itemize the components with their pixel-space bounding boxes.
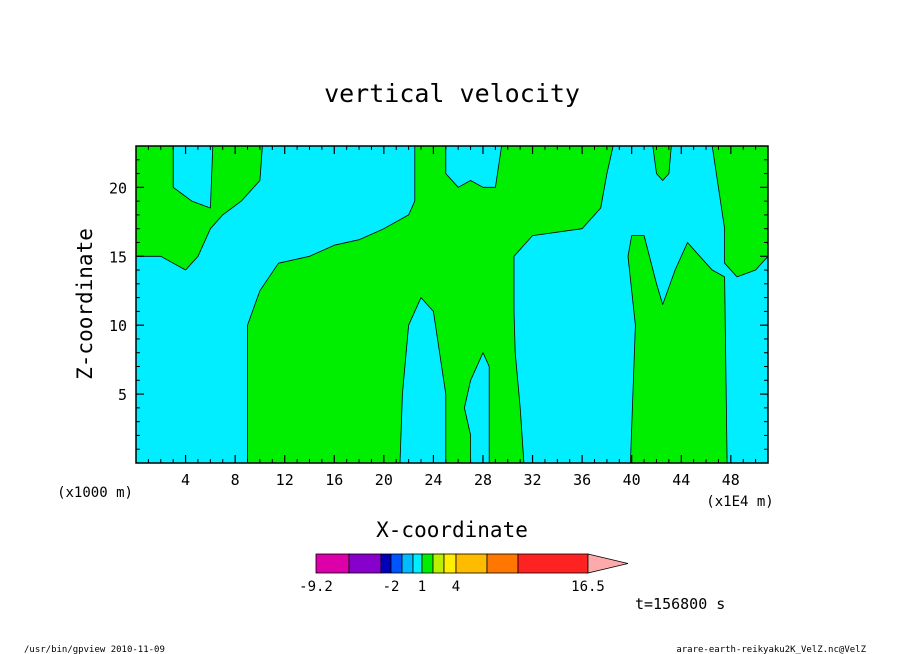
x-tick-label: 44 bbox=[672, 471, 690, 489]
y-tick-label: 10 bbox=[109, 317, 127, 335]
x-tick-label: 32 bbox=[524, 471, 542, 489]
x-tick-label: 36 bbox=[573, 471, 591, 489]
x-tick-label: 20 bbox=[375, 471, 393, 489]
colorbar-segment bbox=[421, 553, 434, 574]
x-tick-label: 12 bbox=[276, 471, 294, 489]
y-tick-label: 15 bbox=[109, 248, 127, 266]
colorbar-segment bbox=[517, 553, 589, 574]
colorbar-segment bbox=[401, 553, 414, 574]
y-axis-label: Z-coordinate bbox=[73, 228, 97, 380]
colorbar-segment bbox=[432, 553, 445, 574]
chart-title: vertical velocity bbox=[324, 79, 580, 108]
footer-left: /usr/bin/gpview 2010-11-09 bbox=[24, 645, 165, 654]
colorbar-segment bbox=[412, 553, 423, 574]
contour-region-1 bbox=[135, 145, 263, 271]
y-unit-label: (x1000 m) bbox=[57, 485, 133, 501]
contour-region-3 bbox=[627, 235, 728, 464]
colorbar-label: 1 bbox=[418, 579, 426, 595]
colorbar-label: 4 bbox=[452, 579, 460, 595]
x-tick-label: 8 bbox=[231, 471, 240, 489]
colorbar-segment bbox=[380, 553, 392, 574]
colorbar-segment bbox=[390, 553, 403, 574]
footer-right: arare-earth-reikyaku2K_VelZ.nc@VelZ bbox=[676, 645, 866, 654]
time-label: t=156800 s bbox=[635, 595, 725, 613]
x-tick-label: 4 bbox=[181, 471, 190, 489]
colorbar-segment bbox=[455, 553, 488, 574]
x-axis-ticks: 4 8 12 16 20 24 28 32 36 40 44 48 bbox=[147, 146, 757, 489]
x-axis-label: X-coordinate bbox=[376, 518, 528, 542]
colorbar-label: -2 bbox=[383, 579, 400, 595]
colorbar: -9.2 -2 1 4 16.5 bbox=[299, 553, 629, 595]
colorbar-segment bbox=[348, 553, 382, 574]
plot-frame bbox=[135, 145, 769, 464]
colorbar-segment bbox=[443, 553, 457, 574]
y-tick-label: 5 bbox=[118, 386, 127, 404]
contour-regions bbox=[135, 145, 769, 464]
x-tick-label: 16 bbox=[325, 471, 343, 489]
colorbar-label: 16.5 bbox=[571, 579, 605, 595]
y-axis-ticks: 5 10 15 20 bbox=[109, 159, 768, 450]
y-tick-label: 20 bbox=[109, 179, 127, 197]
x-tick-label: 24 bbox=[424, 471, 442, 489]
x-unit-label: (x1E4 m) bbox=[706, 494, 773, 510]
colorbar-arrow bbox=[587, 553, 629, 574]
x-tick-label: 48 bbox=[722, 471, 740, 489]
x-tick-label: 40 bbox=[623, 471, 641, 489]
x-tick-label: 28 bbox=[474, 471, 492, 489]
colorbar-segment bbox=[315, 553, 350, 574]
colorbar-label: -9.2 bbox=[299, 579, 333, 595]
colorbar-segment bbox=[486, 553, 519, 574]
